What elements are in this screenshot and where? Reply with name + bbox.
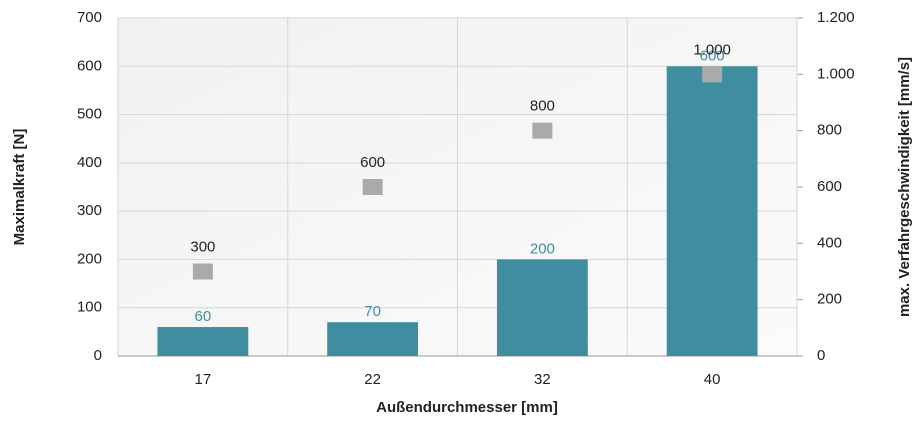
y-tick-label: 500: [77, 106, 102, 123]
y2-tick-label: 800: [817, 122, 842, 139]
marker: [192, 263, 213, 280]
x-tick-label: 40: [704, 371, 721, 388]
x-tick-label: 17: [195, 371, 212, 388]
marker-value-label: 1.000: [693, 41, 731, 58]
y-tick-label: 200: [77, 250, 102, 267]
bar-value-label: 600: [700, 47, 725, 64]
y-tick-label: 600: [77, 57, 102, 74]
marker: [702, 66, 723, 83]
y2-tick-label: 1.200: [817, 9, 855, 26]
bar-value-label: 70: [364, 303, 381, 320]
x-tick-label: 22: [364, 371, 381, 388]
y-tick-label: 700: [77, 9, 102, 26]
x-axis-title: Außendurchmesser [mm]: [376, 399, 558, 416]
marker-value-label: 800: [530, 98, 555, 115]
y2-tick-label: 600: [817, 178, 842, 195]
y2-axis-title: max. Verfahrgeschwindigkeit [mm/s]: [896, 57, 913, 317]
bar: [157, 327, 249, 356]
y-tick-label: 400: [77, 154, 102, 171]
marker-value-label: 600: [360, 154, 385, 171]
y-axis-title: Maximalkraft [N]: [11, 129, 28, 246]
bar: [666, 66, 758, 357]
y2-tick-label: 400: [817, 234, 842, 251]
bar-value-label: 200: [530, 240, 555, 257]
y-tick-label: 0: [94, 347, 102, 364]
marker: [532, 122, 553, 139]
y2-tick-label: 1.000: [817, 65, 855, 82]
y2-tick-label: 0: [817, 347, 825, 364]
marker: [362, 179, 383, 195]
y-tick-label: 300: [77, 202, 102, 219]
bar-value-label: 60: [195, 308, 212, 325]
bar: [327, 322, 419, 356]
bar: [496, 259, 588, 356]
y2-tick-label: 200: [817, 291, 842, 308]
y-tick-label: 100: [77, 299, 102, 316]
marker-value-label: 300: [190, 238, 215, 255]
x-tick-label: 32: [534, 371, 551, 388]
